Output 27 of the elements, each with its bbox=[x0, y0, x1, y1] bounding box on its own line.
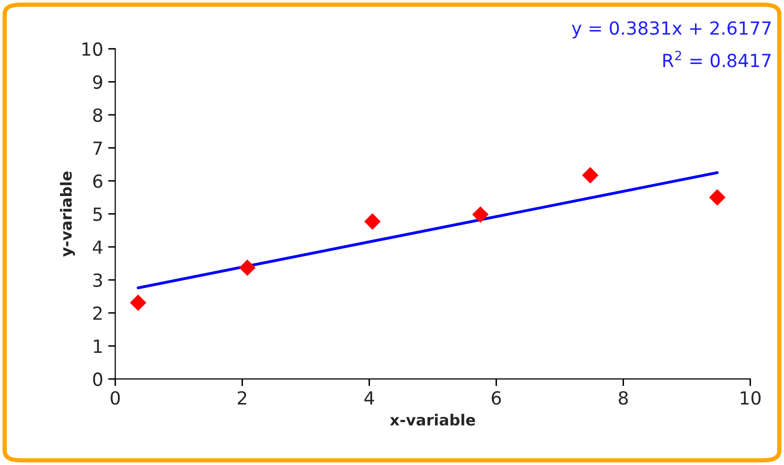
y-tick-label: 4 bbox=[92, 240, 102, 254]
y-tick-label: 5 bbox=[93, 208, 102, 222]
point bbox=[709, 189, 726, 206]
x-tick-label: 2 bbox=[238, 391, 246, 404]
y-tick-label: 6 bbox=[93, 174, 102, 188]
x-tick-label: 8 bbox=[618, 391, 628, 405]
point bbox=[364, 213, 381, 230]
x-tick-label: 4 bbox=[364, 391, 374, 404]
point bbox=[130, 294, 146, 311]
point bbox=[582, 167, 598, 184]
y-tick-label: 0 bbox=[93, 372, 102, 386]
point bbox=[239, 260, 256, 276]
x-tick-label: 6 bbox=[492, 391, 501, 405]
y-axis-title: y-variable bbox=[60, 172, 75, 257]
x-axis-title: x-variable bbox=[390, 414, 476, 426]
text: y = 0.3831x + 2.6177 bbox=[572, 21, 771, 38]
y-tick-label: 10 bbox=[82, 42, 102, 56]
y-tick-label: 1 bbox=[94, 340, 102, 353]
point bbox=[472, 206, 489, 223]
y-tick-label: 7 bbox=[93, 142, 102, 155]
x-tick-label: 0 bbox=[110, 391, 120, 405]
annotation: R$^{2}$ = 0.8417 bbox=[663, 50, 771, 68]
x-tick-label: 10 bbox=[740, 391, 761, 405]
y-tick-label: 9 bbox=[93, 75, 102, 89]
y-tick-label: 3 bbox=[93, 273, 102, 288]
y-tick-label: 8 bbox=[93, 108, 102, 122]
y-tick-label: 2 bbox=[93, 306, 102, 320]
